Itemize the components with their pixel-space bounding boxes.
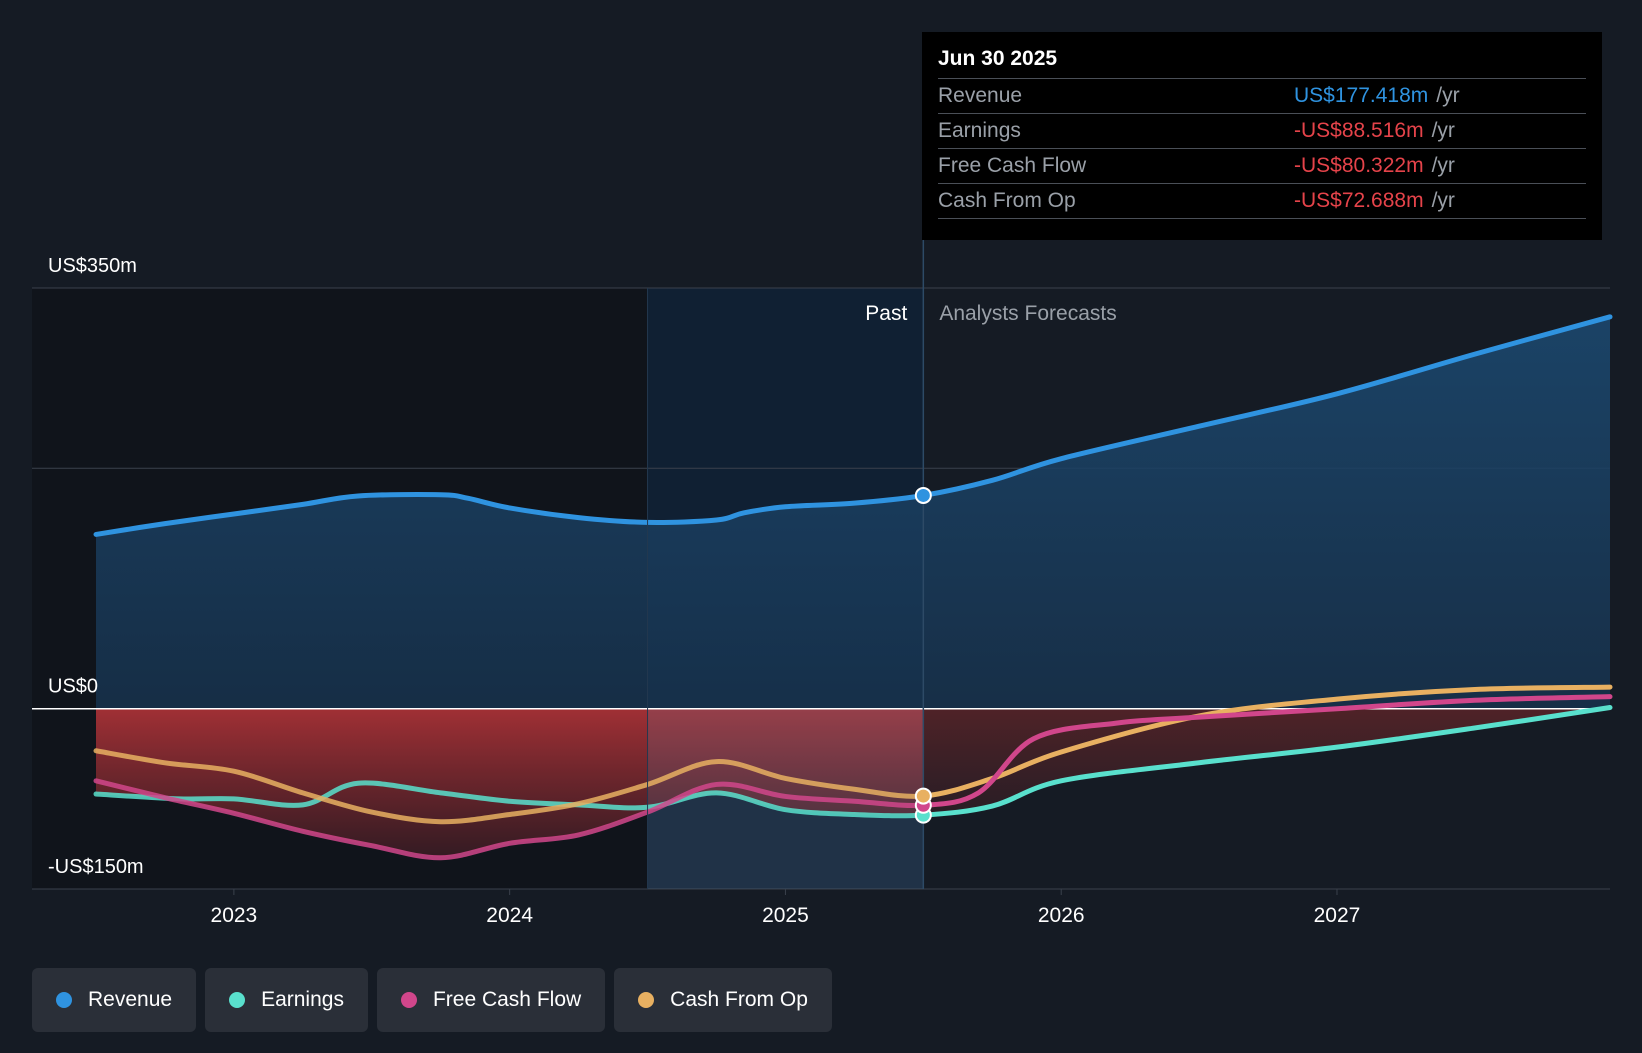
tooltip-label: Cash From Op [938,189,1076,212]
tooltip-value: -US$72.688m [1294,189,1424,212]
legend-dot-icon [56,992,72,1008]
legend-label: Revenue [88,988,173,1011]
tooltip-value: -US$88.516m [1294,119,1424,142]
series-line-free-cash-flow [93,778,924,861]
x-axis-label: 2027 [1314,904,1361,927]
tooltip-unit: /yr [1431,119,1455,142]
tooltip-label: Revenue [938,84,1023,107]
tooltip-row-cfo: Cash From Op -US$72.688m /yr [938,183,1586,219]
tooltip-value: -US$80.322m [1294,154,1424,177]
tooltip-row-fcf: Free Cash Flow -US$80.322m /yr [938,148,1586,183]
series-line-cash-from-op-forecast [923,684,1613,799]
y-axis-label: US$0 [48,676,98,698]
tooltip-row-earnings: Earnings -US$88.516m /yr [938,113,1586,148]
series-line-free-cash-flow-forecast [923,694,1613,808]
tooltip: Jun 30 2025 Revenue US$177.418m /yr Earn… [922,32,1602,240]
legend-dot-icon [400,992,417,1008]
x-axis-label: 2024 [486,904,533,927]
tooltip-label: Free Cash Flow [938,154,1087,177]
series-line-cash-from-op [93,748,924,825]
legend-label: Earnings [261,988,344,1011]
past-label: Past [865,302,907,325]
y-axis-label: -US$150m [48,856,144,878]
legend-item-cash-from-op[interactable]: Cash From Op [614,968,832,1032]
marker-revenue [914,486,932,504]
negative-area-past [96,708,924,858]
revenue-area [96,316,1610,709]
series-line-earnings [93,780,924,819]
tooltip-unit: /yr [1431,154,1455,177]
legend-label: Cash From Op [670,988,808,1011]
legend: Revenue Earnings Free Cash Flow Cash Fro… [32,968,832,1032]
tooltip-row-revenue: Revenue US$177.418m /yr [938,78,1586,113]
legend-dot-icon [229,992,246,1008]
marker-cash-from-op [914,787,932,805]
legend-item-revenue[interactable]: Revenue [32,968,197,1032]
negative-area-forecast [923,708,1608,816]
tooltip-value: US$177.418m [1294,84,1429,107]
y-axis-label: US$350m [48,255,137,277]
legend-dot-icon [638,992,655,1008]
legend-item-earnings[interactable]: Earnings [205,968,368,1032]
forecast-label: Analysts Forecasts [939,302,1116,325]
legend-label: Free Cash Flow [432,988,582,1011]
series-line-earnings-forecast [923,704,1613,818]
tooltip-date: Jun 30 2025 [938,47,1058,70]
x-axis-label: 2023 [211,904,258,927]
tooltip-unit: /yr [1431,189,1455,212]
x-axis-label: 2025 [762,904,809,927]
legend-item-free-cash-flow[interactable]: Free Cash Flow [376,968,606,1032]
series-line-revenue [93,492,924,537]
tooltip-label: Earnings [938,119,1021,142]
series-line-revenue-forecast [923,314,1613,498]
tooltip-unit: /yr [1436,84,1460,107]
x-axis-label: 2026 [1038,904,1085,927]
